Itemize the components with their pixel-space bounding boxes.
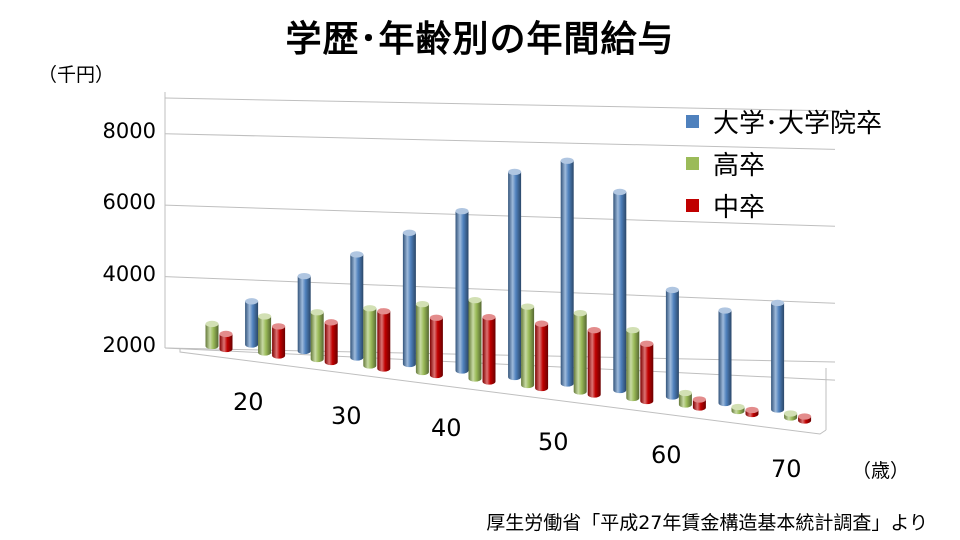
bar [613, 188, 627, 394]
bar [626, 327, 640, 402]
bar [377, 308, 391, 372]
bar [692, 396, 706, 411]
bar [665, 286, 679, 400]
bar [402, 229, 416, 368]
bar [521, 303, 535, 389]
bar [415, 301, 429, 376]
y-axis-unit: （千円） [38, 64, 115, 86]
bar [678, 389, 692, 408]
bar [508, 168, 522, 381]
x-axis-unit: （歳） [852, 460, 910, 482]
x-tick-label: 20 [233, 388, 264, 416]
x-tick-label: 60 [651, 441, 682, 469]
bar [587, 327, 601, 398]
bar [745, 406, 759, 418]
bar [468, 296, 482, 382]
gridline [164, 204, 836, 227]
legend-swatch [686, 198, 699, 212]
bar [535, 320, 549, 392]
bar [429, 314, 443, 379]
bar [455, 207, 469, 374]
bar [798, 413, 812, 424]
y-tick-label: 4000 [102, 261, 156, 286]
x-tick-label: 30 [331, 402, 362, 430]
x-tick-label: 40 [431, 414, 462, 442]
bar [731, 403, 745, 415]
legend-swatch [686, 114, 699, 128]
chart-title: 学歴･年齢別の年間給与 [285, 19, 675, 60]
bar [771, 299, 785, 413]
bar [784, 410, 798, 421]
legend-swatch [686, 156, 699, 170]
bars [205, 157, 812, 424]
y-tick-label: 8000 [102, 118, 156, 143]
bar [363, 305, 377, 369]
y-tick-label: 6000 [102, 190, 156, 215]
legend-label: 中卒 [713, 192, 766, 223]
y-tick-label: 2000 [102, 333, 156, 357]
bar [482, 314, 496, 385]
legend-item: 大学･大学院卒 [686, 100, 882, 142]
x-tick-label: 70 [771, 455, 802, 483]
legend-item: 高卒 [686, 142, 882, 184]
x-tick-label: 50 [538, 428, 569, 456]
bar [560, 157, 574, 387]
bar [297, 272, 311, 355]
legend-item: 中卒 [686, 184, 882, 226]
gridline [164, 97, 836, 112]
bar [272, 323, 286, 359]
bar [205, 320, 219, 350]
bar [640, 340, 654, 405]
gridline [164, 276, 836, 304]
legend: 大学･大学院卒 高卒中卒 [686, 100, 882, 226]
bar [324, 319, 338, 366]
legend-label: 大学･大学院卒 [713, 108, 883, 139]
bar [219, 330, 233, 353]
gridline [164, 133, 836, 150]
bar [350, 251, 364, 361]
legend-label: 高卒 [713, 150, 766, 181]
bar [310, 309, 324, 363]
bar [245, 298, 259, 348]
bar [573, 309, 587, 395]
source-note: 厚生労働省「平成27年賃金構造基本統計調査」より [486, 512, 928, 534]
bar [258, 313, 272, 356]
bar [718, 307, 732, 407]
